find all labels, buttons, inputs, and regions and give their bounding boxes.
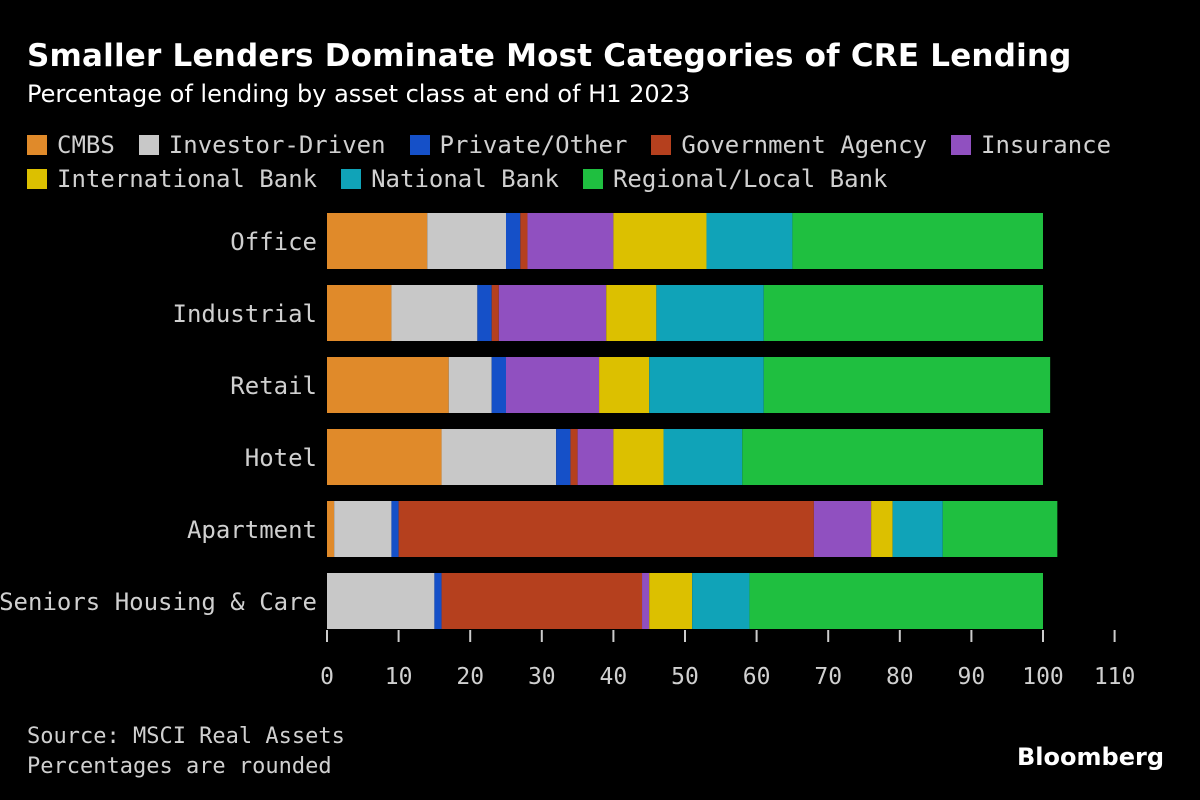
- bar-industrial-insurance: [498, 285, 607, 341]
- category-label-apartment: Apartment: [187, 516, 317, 544]
- bar-apartment-insurance: [813, 501, 872, 557]
- bar-office-insurance: [527, 213, 614, 269]
- x-tick-label-0: 0: [320, 664, 334, 690]
- bar-hotel-investor-driven: [441, 429, 557, 485]
- bar-retail-regional-local-bank: [763, 357, 1051, 413]
- legend-item-international-bank: International Bank: [27, 165, 317, 193]
- legend-label-insurance: Insurance: [981, 131, 1112, 159]
- legend-item-cmbs: CMBS: [27, 131, 115, 159]
- legend-item-insurance: Insurance: [951, 131, 1111, 159]
- x-tick-label-20: 20: [456, 664, 484, 690]
- x-tick-label-30: 30: [528, 664, 556, 690]
- bar-office-regional-local-bank: [792, 213, 1043, 269]
- chart-title: Smaller Lenders Dominate Most Categories…: [27, 38, 1072, 74]
- bar-seniors-housing-care-investor-driven: [327, 573, 435, 629]
- bar-office-national-bank: [706, 213, 793, 269]
- legend-item-national-bank: National Bank: [341, 165, 559, 193]
- chart-footer: Source: MSCI Real Assets Percentages are…: [27, 722, 345, 782]
- category-label-seniors-housing-care: Seniors Housing & Care: [0, 588, 317, 616]
- bar-seniors-housing-care-government-agency: [441, 573, 643, 629]
- source-note: Source: MSCI Real Assets: [27, 724, 345, 749]
- bar-office-private-other: [506, 213, 521, 269]
- bar-apartment-government-agency: [398, 501, 814, 557]
- bar-industrial-cmbs: [327, 285, 392, 341]
- bar-office-investor-driven: [427, 213, 506, 269]
- legend-label-cmbs: CMBS: [57, 131, 115, 159]
- bar-industrial-national-bank: [656, 285, 764, 341]
- bar-hotel-regional-local-bank: [742, 429, 1043, 485]
- bar-seniors-housing-care-regional-local-bank: [749, 573, 1043, 629]
- legend-swatch-international-bank: [27, 169, 47, 189]
- bar-seniors-housing-care-private-other: [434, 573, 442, 629]
- bar-industrial-investor-driven: [391, 285, 478, 341]
- bar-industrial-international-bank: [606, 285, 657, 341]
- bar-apartment-private-other: [391, 501, 399, 557]
- bar-retail-private-other: [491, 357, 506, 413]
- x-tick-label-80: 80: [886, 664, 914, 690]
- bar-hotel-cmbs: [327, 429, 442, 485]
- bar-retail-investor-driven: [448, 357, 492, 413]
- legend-swatch-insurance: [951, 135, 972, 155]
- legend-label-national-bank: National Bank: [371, 165, 559, 193]
- legend-item-private-other: Private/Other: [409, 131, 628, 159]
- legend-swatch-private-other: [409, 135, 430, 155]
- x-tick-label-90: 90: [958, 664, 986, 690]
- bar-office-government-agency: [520, 213, 528, 269]
- bar-apartment-international-bank: [871, 501, 893, 557]
- category-label-industrial: Industrial: [173, 300, 318, 328]
- bar-seniors-housing-care-insurance: [642, 573, 650, 629]
- bar-office-international-bank: [613, 213, 707, 269]
- legend-row-1: CMBS Investor-Driven Private/Other Gover…: [27, 128, 1177, 162]
- bar-apartment-national-bank: [892, 501, 943, 557]
- legend-label-regional-local-bank: Regional/Local Bank: [612, 165, 888, 193]
- bar-hotel-private-other: [556, 429, 571, 485]
- bloomberg-logo: Bloomberg: [1017, 743, 1164, 771]
- bar-apartment-regional-local-bank: [942, 501, 1058, 557]
- bar-seniors-housing-care-international-bank: [649, 573, 693, 629]
- x-tick-label-110: 110: [1094, 664, 1136, 690]
- legend-swatch-investor-driven: [138, 135, 159, 155]
- x-tick-label-100: 100: [1022, 664, 1064, 690]
- legend-swatch-regional-local-bank: [582, 169, 603, 189]
- bar-retail-insurance: [506, 357, 600, 413]
- category-label-office: Office: [230, 228, 317, 256]
- legend-label-government-agency: Government Agency: [681, 131, 928, 159]
- bar-seniors-housing-care-national-bank: [692, 573, 750, 629]
- bar-industrial-private-other: [477, 285, 492, 341]
- legend-label-investor-driven: Investor-Driven: [168, 131, 386, 159]
- chart-legend: CMBS Investor-Driven Private/Other Gover…: [27, 128, 1177, 196]
- bar-apartment-investor-driven: [334, 501, 392, 557]
- legend-swatch-cmbs: [27, 135, 47, 155]
- x-tick-label-50: 50: [671, 664, 699, 690]
- bar-hotel-government-agency: [570, 429, 578, 485]
- x-tick-label-70: 70: [814, 664, 842, 690]
- legend-label-private-other: Private/Other: [439, 131, 628, 159]
- legend-swatch-government-agency: [651, 135, 672, 155]
- rounding-note: Percentages are rounded: [27, 754, 332, 779]
- legend-item-regional-local-bank: Regional/Local Bank: [582, 165, 888, 193]
- bar-hotel-national-bank: [663, 429, 743, 485]
- chart-subtitle: Percentage of lending by asset class at …: [27, 80, 691, 108]
- legend-swatch-national-bank: [341, 169, 362, 189]
- x-tick-label-40: 40: [600, 664, 628, 690]
- bar-chart: Office Industrial Retail Hotel Apartment Seni…: [0, 213, 1136, 690]
- bar-industrial-regional-local-bank: [763, 285, 1043, 341]
- bar-retail-national-bank: [649, 357, 764, 413]
- legend-item-investor-driven: Investor-Driven: [138, 131, 386, 159]
- x-tick-label-10: 10: [385, 664, 413, 690]
- bar-industrial-government-agency: [491, 285, 499, 341]
- legend-label-international-bank: International Bank: [57, 165, 318, 193]
- bar-hotel-international-bank: [613, 429, 664, 485]
- x-tick-label-60: 60: [743, 664, 771, 690]
- bar-apartment-cmbs: [327, 501, 335, 557]
- category-label-hotel: Hotel: [245, 444, 317, 472]
- bar-hotel-insurance: [577, 429, 614, 485]
- category-label-retail: Retail: [230, 372, 317, 400]
- bar-retail-cmbs: [327, 357, 449, 413]
- bar-office-cmbs: [327, 213, 428, 269]
- bar-retail-international-bank: [599, 357, 650, 413]
- legend-row-2: International Bank National Bank Regiona…: [27, 162, 1177, 196]
- legend-item-government-agency: Government Agency: [651, 131, 927, 159]
